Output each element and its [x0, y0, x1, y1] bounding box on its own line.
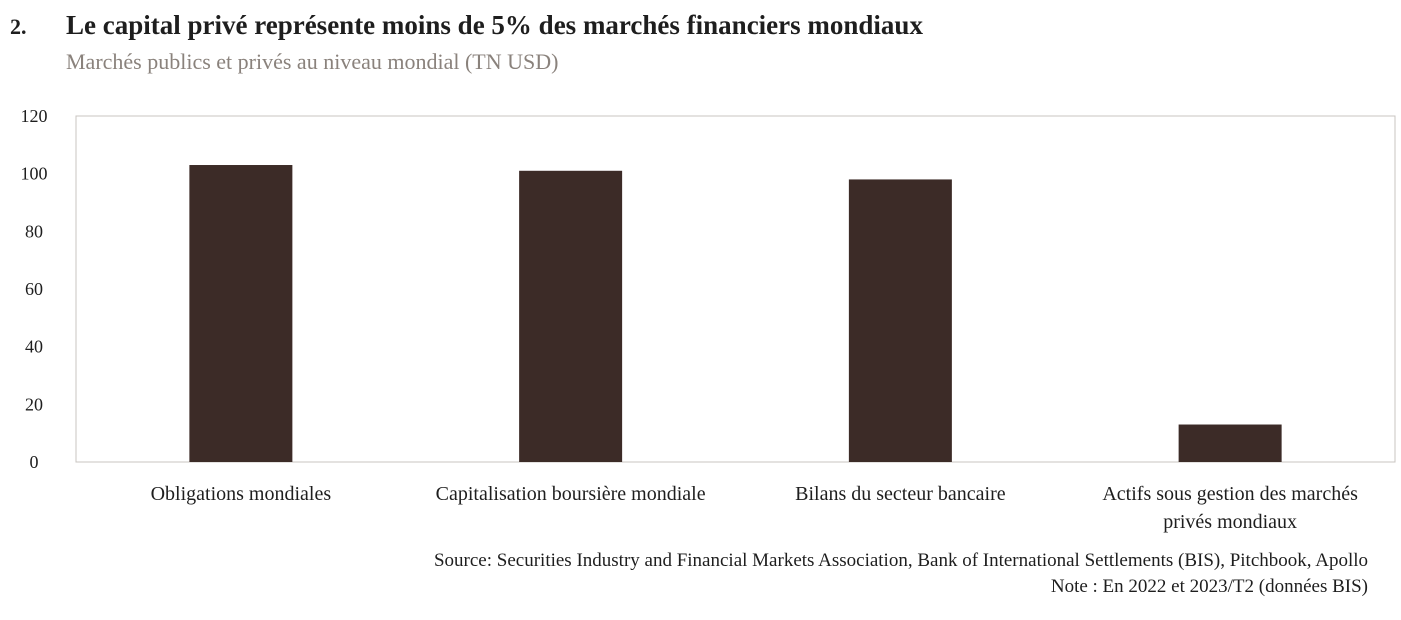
y-tick-label: 120 [21, 106, 48, 126]
x-category-label-line: Capitalisation boursière mondiale [436, 483, 706, 505]
y-tick-label: 100 [21, 164, 48, 184]
x-category-label-line: Obligations mondiales [151, 483, 332, 505]
bar-chart: 0 20 40 60 80 100 120 Obligations mondiales Capi… [21, 106, 1396, 533]
bar [519, 170, 623, 463]
x-category-label-line: Bilans du secteur bancaire [795, 483, 1006, 505]
x-category-label: Bilans du secteur bancaire [795, 483, 1006, 505]
bar [189, 165, 293, 462]
chart-subtitle: Marchés publics et privés au niveau mond… [66, 49, 559, 74]
plot-frame [75, 115, 1396, 463]
x-category-label: Actifs sous gestion des marchés privés mo… [1102, 483, 1358, 533]
y-tick-label: 0 [30, 452, 39, 472]
y-tick-label: 60 [25, 279, 43, 299]
x-category-label-line: Actifs sous gestion des marchés [1102, 483, 1358, 505]
x-category-label: Obligations mondiales [151, 483, 332, 505]
y-tick-label: 40 [25, 337, 43, 357]
y-tick-label: 20 [25, 394, 43, 414]
x-category-label-line: privés mondiaux [1163, 511, 1297, 533]
note-text: Note : En 2022 et 2023/T2 (données BIS) [1050, 576, 1368, 597]
chart-title: Le capital privé représente moins de 5% … [66, 10, 923, 40]
x-category-label: Capitalisation boursière mondiale [436, 483, 706, 505]
y-tick-label: 80 [25, 221, 43, 241]
bar [848, 179, 952, 462]
bar [1178, 424, 1282, 462]
figure-number: 2. [10, 14, 27, 39]
source-text: Source: Securities Industry and Financia… [433, 550, 1368, 571]
